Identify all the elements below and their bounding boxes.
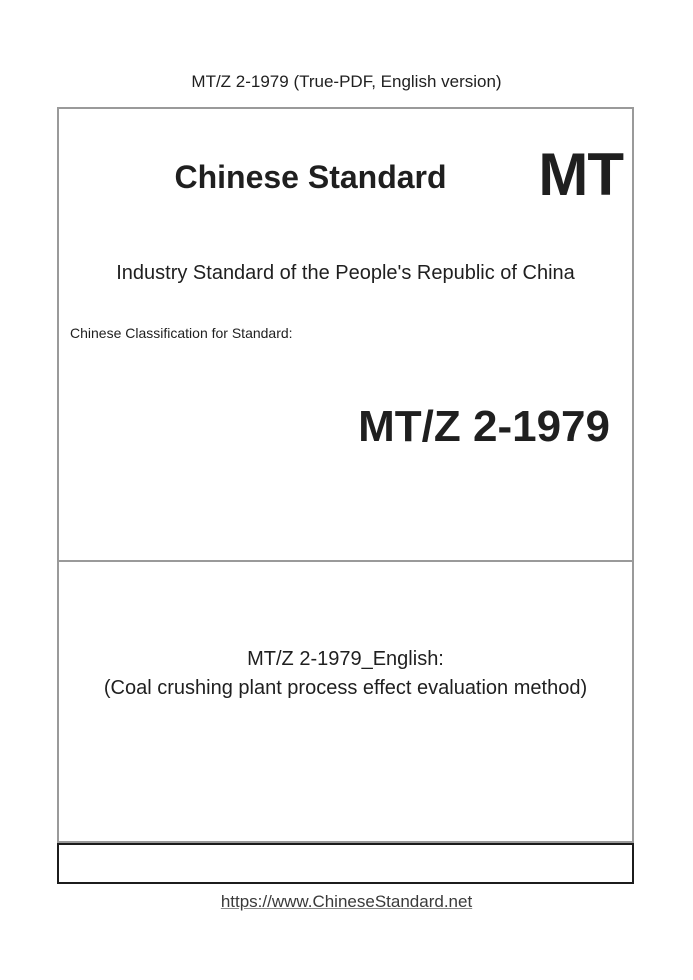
english-title-line1: MT/Z 2-1979_English:: [247, 648, 444, 670]
cover-subtitle: Industry Standard of the People's Republ…: [116, 262, 575, 284]
standard-number: MT/Z 2-1979: [358, 402, 610, 451]
english-title-line2: (Coal crushing plant process effect eval…: [103, 677, 588, 699]
classification-label: Chinese Classification for Standard:: [70, 325, 293, 341]
footer: https://www.ChineseStandard.net: [0, 892, 693, 912]
bottom-empty-bar: [57, 843, 634, 884]
document-header-title: MT/Z 2-1979 (True-PDF, English version): [191, 72, 502, 91]
footer-url-link[interactable]: https://www.ChineseStandard.net: [220, 892, 473, 911]
brand-title: Chinese Standard: [174, 159, 447, 195]
brand-code: MT: [538, 141, 624, 208]
cover-box: Chinese Standard MT Industry Standard of…: [57, 107, 634, 843]
section-divider: [57, 560, 634, 562]
